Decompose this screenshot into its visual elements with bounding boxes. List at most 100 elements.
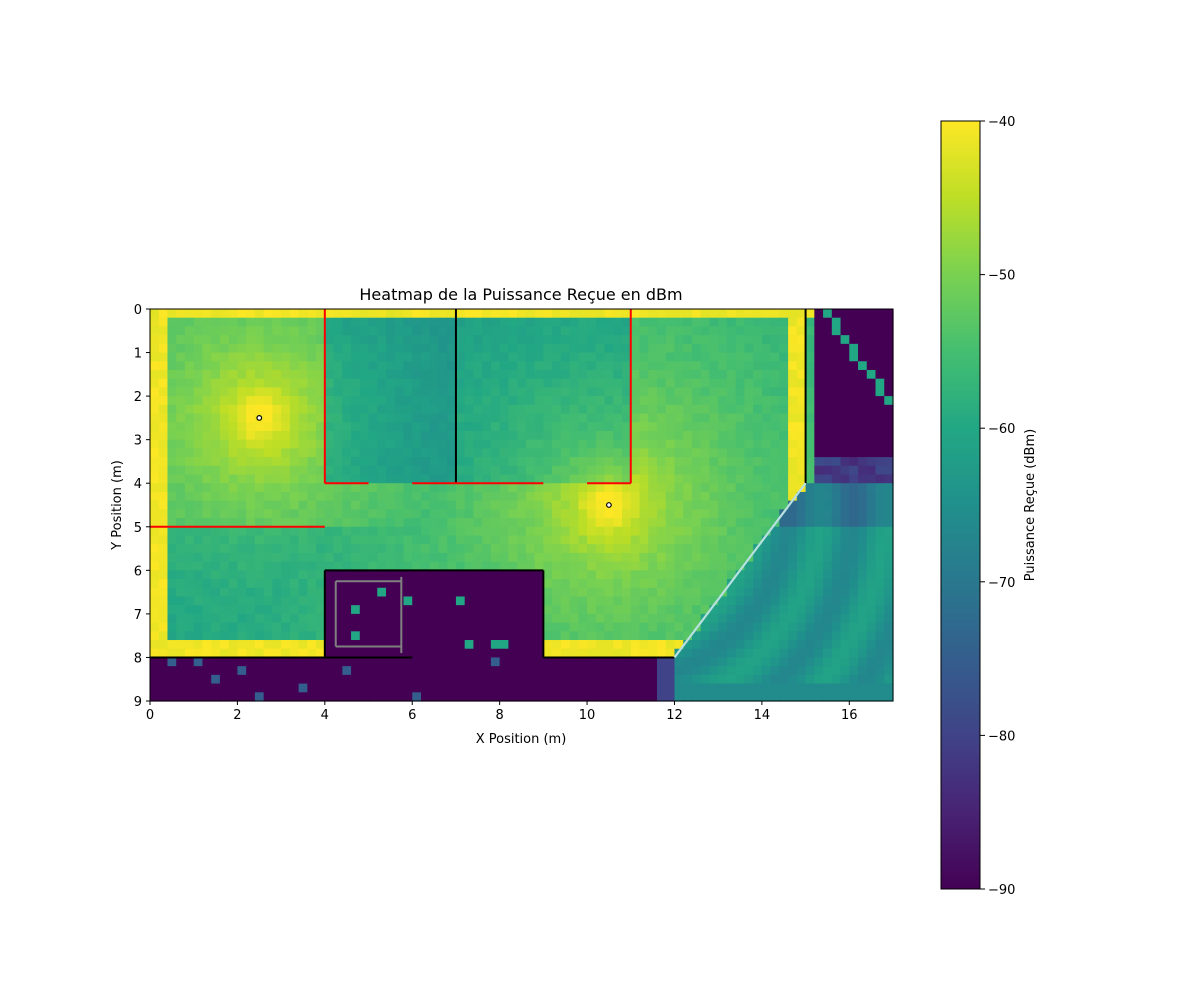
heatmap-cell (805, 491, 815, 502)
heatmap-cell (403, 474, 413, 484)
heatmap-cell (272, 387, 282, 397)
heatmap-cell (490, 430, 501, 441)
heatmap-cell (630, 579, 641, 589)
heatmap-cell (753, 674, 763, 685)
heatmap-cell (814, 500, 824, 510)
heatmap-cell (578, 404, 588, 415)
heatmap-cell (307, 430, 317, 441)
heatmap-cell (622, 404, 632, 415)
heatmap-cell (184, 309, 195, 319)
heatmap-cell (534, 430, 544, 441)
heatmap-cell (788, 422, 798, 432)
heatmap-cell (674, 587, 684, 598)
heatmap-cell (176, 544, 186, 554)
heatmap-cell (866, 657, 877, 667)
heatmap-cell (438, 552, 448, 563)
heatmap-cell (316, 683, 326, 693)
heatmap-cell (709, 413, 719, 423)
heatmap-cell (246, 448, 256, 458)
heatmap-cell (307, 465, 317, 476)
heatmap-cell (779, 509, 789, 519)
heatmap-cell (490, 387, 501, 397)
heatmap-cell (289, 352, 300, 362)
heatmap-cell (386, 526, 396, 537)
heatmap-cell (412, 430, 422, 441)
heatmap-cell (604, 396, 614, 406)
heatmap-cell (473, 430, 483, 441)
heatmap-cell (665, 535, 676, 545)
heatmap-cell (735, 561, 745, 571)
heatmap-cell (202, 509, 212, 519)
heatmap-cell (639, 613, 649, 624)
heatmap-cell (184, 535, 195, 545)
heatmap-cell (788, 622, 798, 632)
heatmap-cell (718, 361, 728, 371)
heatmap-cell (246, 587, 256, 598)
heatmap-cell (840, 613, 850, 624)
heatmap-cell (202, 683, 212, 693)
heatmap-cell (709, 309, 719, 319)
heatmap-cell (158, 518, 169, 528)
heatmap-cell (499, 474, 509, 484)
heatmap-cell (438, 605, 448, 615)
heatmap-cell (316, 483, 326, 493)
heatmap-cell (630, 465, 641, 476)
heatmap-cell (342, 622, 352, 632)
heatmap-cell (254, 552, 265, 563)
heatmap-cell (560, 657, 571, 667)
heatmap-cell (648, 439, 658, 449)
heatmap-cell (324, 544, 335, 554)
heatmap-cell (674, 396, 684, 406)
heatmap-cell (167, 640, 177, 650)
heatmap-cell (779, 430, 789, 441)
heatmap-cell (683, 579, 693, 589)
heatmap-cell (386, 674, 396, 685)
heatmap-cell (333, 448, 343, 458)
heatmap-cell (447, 579, 457, 589)
heatmap-cell (228, 430, 239, 441)
heatmap-cell (578, 666, 588, 676)
heatmap-cell (482, 326, 492, 336)
heatmap-cell (193, 640, 204, 650)
heatmap-cell (726, 430, 737, 441)
heatmap-cell (779, 352, 789, 362)
heatmap-cell (202, 430, 212, 441)
heatmap-cell (324, 474, 335, 484)
heatmap-cell (324, 535, 335, 545)
heatmap-cell (377, 387, 387, 397)
heatmap-cell (490, 535, 501, 545)
heatmap-cell (578, 518, 588, 528)
heatmap-cell (455, 413, 466, 423)
heatmap-cell (272, 605, 282, 615)
heatmap-cell (534, 483, 544, 493)
heatmap-cell (726, 317, 737, 328)
heatmap-cell (744, 683, 754, 693)
heatmap-cell (866, 674, 877, 685)
heatmap-cell (726, 457, 737, 467)
heatmap-cell (656, 648, 667, 659)
heatmap-cell (726, 352, 737, 362)
heatmap-cell (866, 535, 877, 545)
heatmap-cell (438, 509, 448, 519)
heatmap-cell (368, 430, 378, 441)
heatmap-cell (604, 343, 614, 354)
y-tick-label: 0 (134, 303, 142, 318)
heatmap-cell (219, 491, 230, 502)
heatmap-cell (552, 500, 562, 510)
heatmap-cell (167, 474, 177, 484)
heatmap-cell (656, 474, 667, 484)
heatmap-cell (272, 640, 282, 650)
heatmap-cell (455, 552, 466, 563)
heatmap-cell (490, 369, 501, 380)
heatmap-cell (744, 326, 754, 336)
heatmap-cell (552, 683, 562, 693)
heatmap-cell (316, 378, 326, 388)
heatmap-cell (761, 317, 772, 328)
heatmap-cell (858, 430, 868, 441)
heatmap-cell (709, 378, 719, 388)
heatmap-cell (639, 343, 649, 354)
colorbar-label: Puissance Reçue (dBm) (1023, 429, 1038, 581)
heatmap-cell (840, 317, 850, 328)
heatmap-cell (508, 343, 518, 354)
heatmap-cell (726, 439, 737, 449)
